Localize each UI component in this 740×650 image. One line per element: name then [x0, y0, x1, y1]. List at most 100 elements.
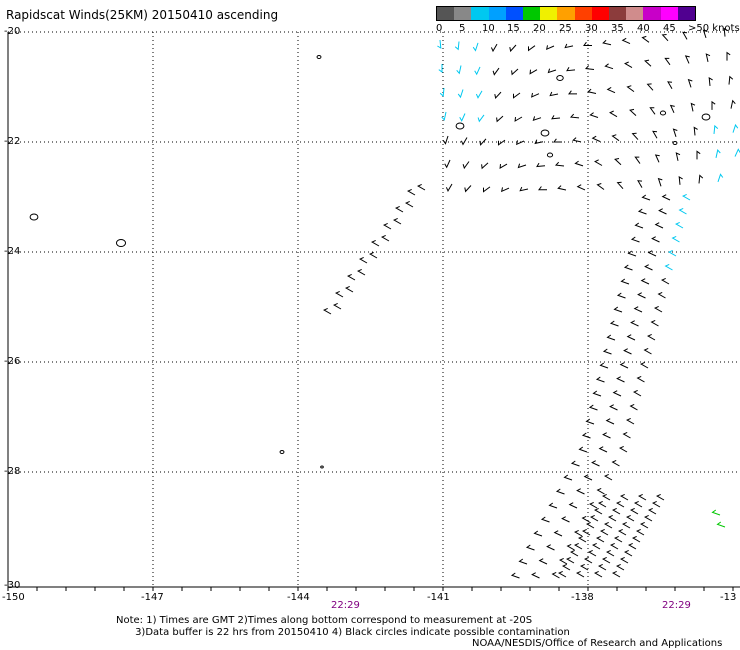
- wind-barb: [437, 39, 442, 49]
- wind-barb: [553, 138, 562, 143]
- wind-barb: [528, 45, 536, 52]
- wind-barb: [626, 417, 635, 425]
- wind-barb: [594, 570, 603, 578]
- wind-barb: [609, 110, 618, 118]
- legend-label: 15: [507, 23, 520, 34]
- wind-barb: [456, 65, 462, 75]
- island-outline: [29, 213, 39, 221]
- wind-barb: [444, 159, 451, 169]
- wind-barb: [492, 67, 500, 76]
- wind-barb: [682, 31, 688, 40]
- legend-swatch: [488, 7, 506, 20]
- wind-barb: [588, 549, 597, 557]
- wind-barbs: [323, 27, 740, 579]
- wind-barb: [592, 390, 602, 397]
- island-outline: [556, 75, 564, 81]
- wind-barb: [651, 236, 660, 243]
- wind-barb: [498, 139, 506, 146]
- legend-swatch: [591, 7, 610, 20]
- wind-barb: [531, 572, 540, 579]
- wind-barb: [602, 556, 611, 564]
- wind-barb: [626, 85, 635, 93]
- wind-barb: [359, 256, 368, 264]
- wind-barb: [619, 362, 629, 369]
- wind-barb: [649, 107, 656, 115]
- legend-swatch: [540, 7, 558, 20]
- wind-barb: [641, 194, 651, 201]
- wind-barb: [548, 502, 558, 509]
- wind-barb: [439, 87, 445, 98]
- wind-barb: [630, 507, 639, 515]
- legend-swatch: [660, 7, 678, 20]
- wind-barb: [369, 251, 378, 259]
- wind-barb: [393, 217, 402, 225]
- wind-barb: [457, 89, 464, 99]
- wind-barb: [632, 535, 641, 543]
- wind-barb: [684, 55, 690, 64]
- wind-barb: [511, 68, 519, 76]
- wind-barb: [624, 61, 633, 69]
- wind-barb: [613, 306, 623, 313]
- legend-label: 10: [482, 23, 495, 34]
- wind-barb: [574, 542, 583, 550]
- lon-label: -144: [287, 592, 310, 603]
- time-label: 22:29: [331, 600, 360, 611]
- wind-barb: [588, 404, 598, 411]
- wind-barb: [713, 124, 719, 134]
- wind-barb: [678, 175, 683, 185]
- wind-barb: [728, 75, 734, 85]
- lat-label: -26: [4, 356, 21, 367]
- lat-label: -24: [4, 246, 21, 257]
- wind-barb: [629, 403, 638, 411]
- wind-barb: [664, 263, 673, 271]
- wind-barb: [658, 208, 667, 215]
- wind-barb: [383, 222, 392, 230]
- wind-barb: [652, 500, 661, 508]
- wind-barb: [654, 222, 664, 229]
- wind-barb: [715, 149, 721, 159]
- wind-barb: [606, 334, 616, 341]
- wind-barb: [644, 59, 652, 67]
- wind-barb: [583, 41, 592, 46]
- wind-barb: [668, 249, 677, 257]
- island-outline: [546, 152, 554, 158]
- wind-barb: [454, 41, 460, 51]
- wind-barb: [654, 305, 663, 313]
- wind-barb: [551, 115, 561, 120]
- wind-barb: [595, 376, 605, 383]
- wind-barb: [664, 57, 671, 66]
- wind-barb: [657, 177, 663, 187]
- wind-barb: [638, 493, 647, 501]
- wind-barb: [596, 487, 605, 495]
- wind-barb: [623, 348, 632, 355]
- lat-label: -22: [4, 136, 21, 147]
- wind-barb: [623, 264, 633, 271]
- wind-barb: [582, 528, 591, 536]
- legend-swatch: [677, 7, 696, 20]
- wind-barb: [549, 91, 559, 97]
- wind-speed-legend: 0 5 10 15 20 25 30 35 40 45 >50 knots: [436, 6, 740, 42]
- wind-barb: [381, 234, 390, 242]
- wind-barb: [633, 389, 642, 397]
- island-outline: [455, 122, 465, 130]
- wind-barb: [462, 161, 470, 170]
- wind-barb: [558, 570, 567, 578]
- wind-barb: [445, 183, 453, 192]
- wind-barb: [631, 132, 639, 140]
- wind-barb: [644, 264, 653, 271]
- wind-barb: [557, 185, 567, 191]
- wind-barb: [596, 535, 605, 543]
- wind-barb: [569, 113, 580, 119]
- wind-barb: [667, 81, 673, 90]
- wind-barb: [630, 320, 639, 327]
- island-outline: [701, 113, 711, 121]
- wind-barb: [357, 268, 366, 276]
- wind-barb: [687, 78, 693, 88]
- wind-barb: [587, 88, 597, 94]
- wind-barb: [610, 542, 619, 550]
- lon-label: -150: [2, 592, 25, 603]
- wind-barb: [641, 35, 650, 43]
- wind-barb: [576, 488, 585, 495]
- wind-barb: [514, 116, 523, 122]
